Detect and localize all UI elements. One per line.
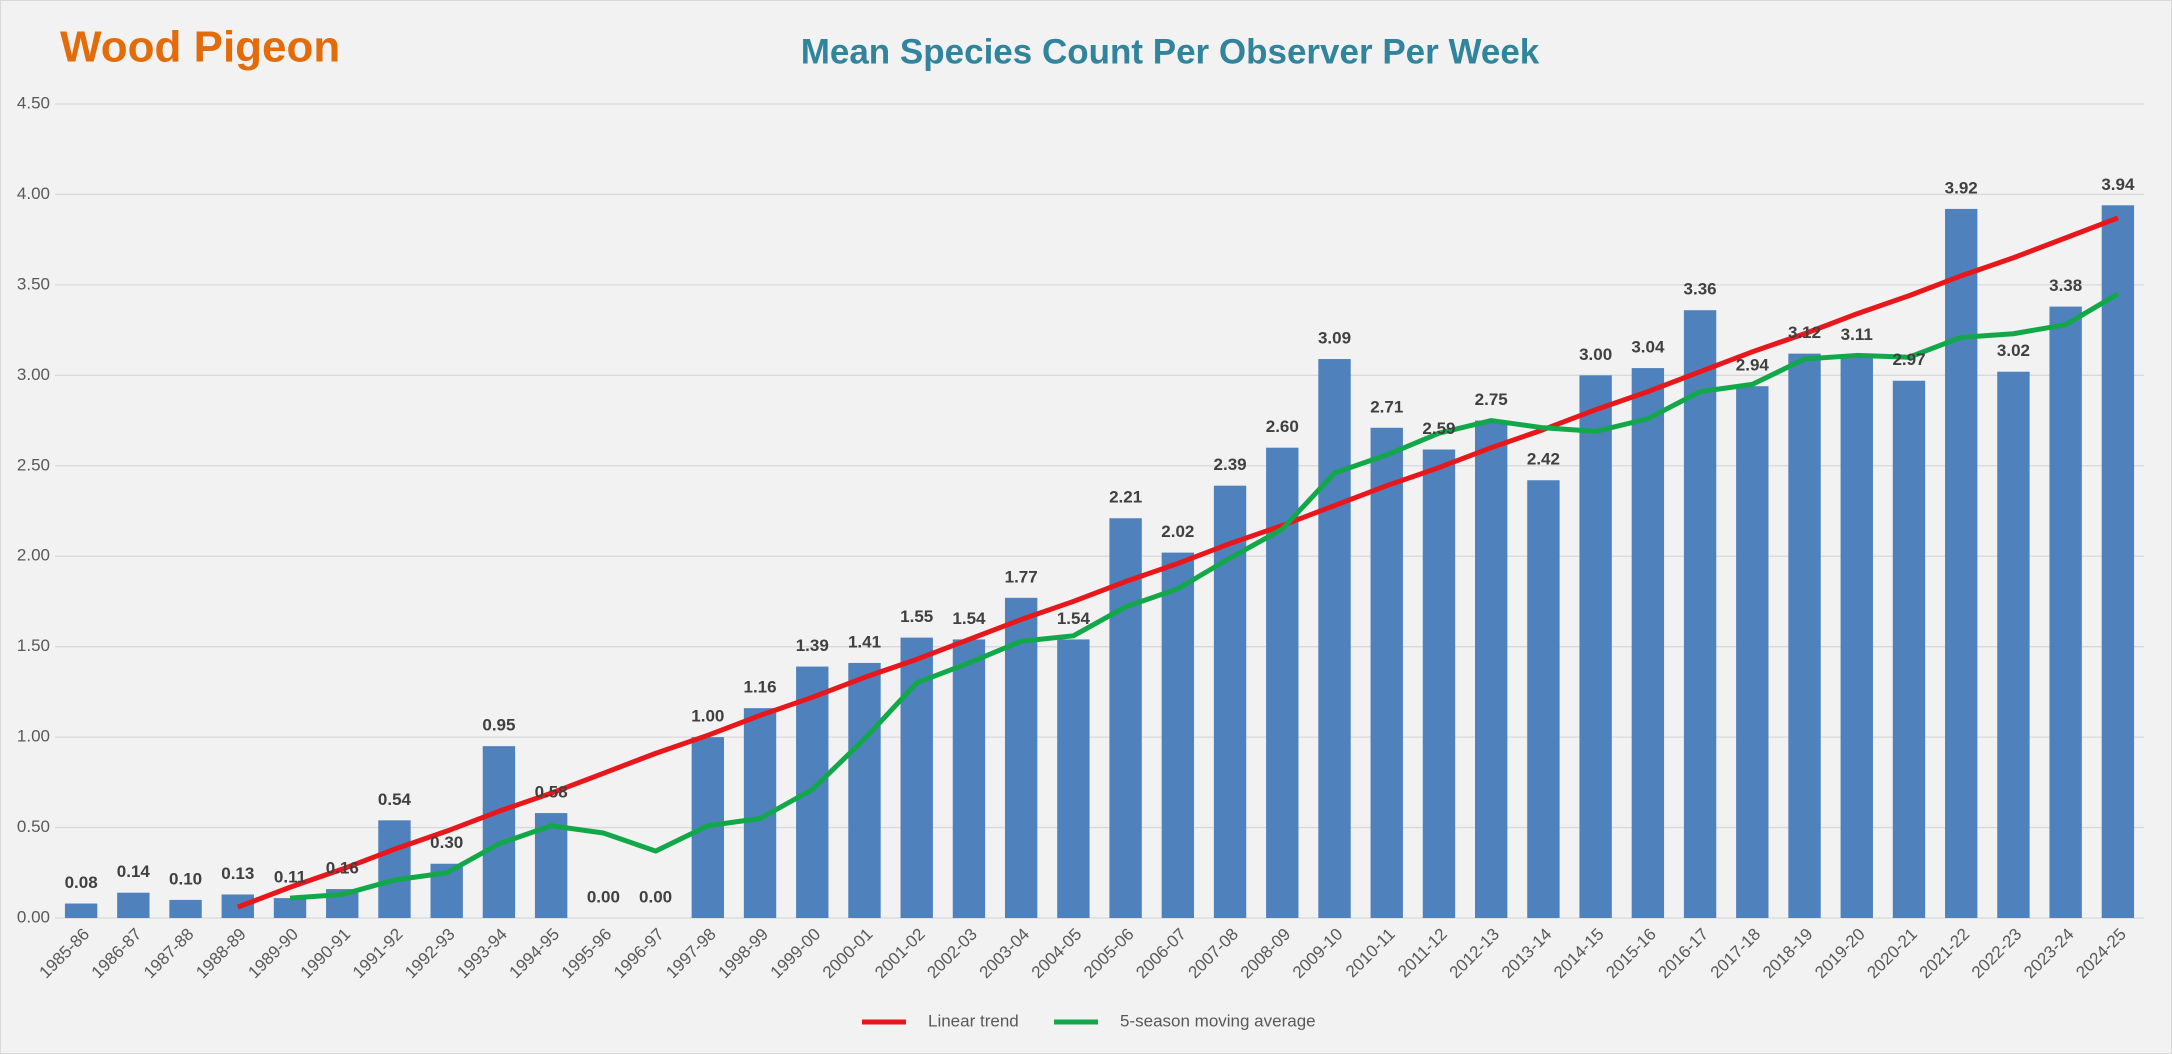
value-label: 0.14 bbox=[117, 862, 151, 881]
bar bbox=[1004, 597, 1038, 918]
value-label: 1.39 bbox=[796, 636, 829, 655]
bar bbox=[1631, 368, 1665, 918]
bar bbox=[1892, 380, 1926, 918]
value-label: 0.10 bbox=[169, 869, 202, 888]
bar bbox=[1997, 371, 2030, 918]
bar bbox=[1683, 310, 1717, 918]
bar bbox=[1057, 639, 1090, 918]
value-label: 2.21 bbox=[1109, 488, 1142, 507]
value-label: 2.94 bbox=[1736, 356, 1770, 375]
bar bbox=[1422, 449, 1456, 918]
bar bbox=[378, 820, 411, 918]
value-label: 3.00 bbox=[1579, 345, 1612, 364]
value-label: 2.42 bbox=[1527, 450, 1560, 469]
value-label: 0.95 bbox=[482, 716, 515, 735]
bar bbox=[1318, 359, 1351, 918]
value-label: 2.02 bbox=[1161, 522, 1194, 541]
line-series bbox=[289, 291, 2120, 901]
y-tick-label: 0.00 bbox=[17, 907, 50, 926]
bar bbox=[848, 662, 881, 918]
value-label: 2.39 bbox=[1214, 455, 1247, 474]
bar bbox=[273, 898, 307, 918]
value-label: 3.02 bbox=[1997, 341, 2030, 360]
value-label: 3.04 bbox=[1631, 338, 1665, 357]
value-label: 3.11 bbox=[1841, 325, 1873, 344]
bar bbox=[1474, 420, 1508, 918]
value-label: 1.77 bbox=[1005, 567, 1038, 586]
bar bbox=[1161, 552, 1195, 918]
value-label: 0.54 bbox=[378, 790, 412, 809]
bar bbox=[169, 899, 202, 918]
value-label: 0.16 bbox=[326, 859, 359, 878]
y-tick-label: 2.50 bbox=[17, 455, 50, 474]
bar bbox=[1736, 386, 1769, 919]
value-label: 3.94 bbox=[2101, 175, 2135, 194]
value-label: 3.12 bbox=[1788, 323, 1821, 342]
bar bbox=[2049, 306, 2082, 918]
bar bbox=[2101, 205, 2135, 918]
value-label: 2.59 bbox=[1422, 419, 1455, 438]
value-label: 0.11 bbox=[274, 868, 306, 887]
value-label: 1.54 bbox=[1057, 609, 1091, 628]
y-tick-label: 3.00 bbox=[17, 365, 50, 384]
bar bbox=[1370, 427, 1403, 918]
legend-label: 5-season moving average bbox=[1120, 1011, 1316, 1030]
bar bbox=[117, 892, 150, 918]
y-tick-label: 3.50 bbox=[17, 274, 50, 293]
value-label: 2.75 bbox=[1475, 390, 1508, 409]
value-label: 1.54 bbox=[952, 609, 986, 628]
y-tick-label: 4.00 bbox=[17, 184, 50, 203]
bar bbox=[482, 746, 516, 918]
bar bbox=[1945, 208, 1978, 919]
value-label: 1.41 bbox=[848, 632, 881, 651]
species-title: Wood Pigeon bbox=[60, 23, 340, 72]
value-label: 0.30 bbox=[430, 833, 463, 852]
bar bbox=[1527, 480, 1560, 918]
bar bbox=[1579, 375, 1612, 918]
y-tick-label: 1.50 bbox=[17, 636, 50, 655]
value-label: 0.00 bbox=[639, 887, 672, 906]
value-label: 3.36 bbox=[1684, 280, 1717, 299]
value-label: 1.55 bbox=[900, 607, 933, 626]
value-label: 0.13 bbox=[221, 864, 254, 883]
y-tick-label: 2.00 bbox=[17, 546, 50, 565]
value-label: 0.08 bbox=[65, 873, 98, 892]
value-label: 0.58 bbox=[535, 783, 568, 802]
value-label: 0.00 bbox=[587, 887, 620, 906]
bar bbox=[64, 903, 98, 918]
value-label: 2.97 bbox=[1892, 350, 1925, 369]
value-label: 2.71 bbox=[1370, 397, 1403, 416]
value-label: 3.09 bbox=[1318, 329, 1351, 348]
value-label: 1.00 bbox=[691, 707, 724, 726]
chart-title: Mean Species Count Per Observer Per Week bbox=[801, 32, 1540, 71]
y-tick-label: 4.50 bbox=[17, 93, 50, 112]
bar bbox=[1788, 353, 1821, 918]
value-label: 3.92 bbox=[1945, 178, 1978, 197]
y-tick-label: 0.50 bbox=[17, 817, 50, 836]
bar bbox=[1840, 355, 1873, 918]
value-label: 2.60 bbox=[1266, 417, 1299, 436]
bar bbox=[952, 639, 986, 918]
value-label: 1.16 bbox=[743, 678, 776, 697]
legend-label: Linear trend bbox=[928, 1011, 1019, 1030]
y-tick-label: 1.00 bbox=[17, 727, 50, 746]
value-label: 3.38 bbox=[2049, 276, 2082, 295]
line-series bbox=[236, 215, 2119, 910]
